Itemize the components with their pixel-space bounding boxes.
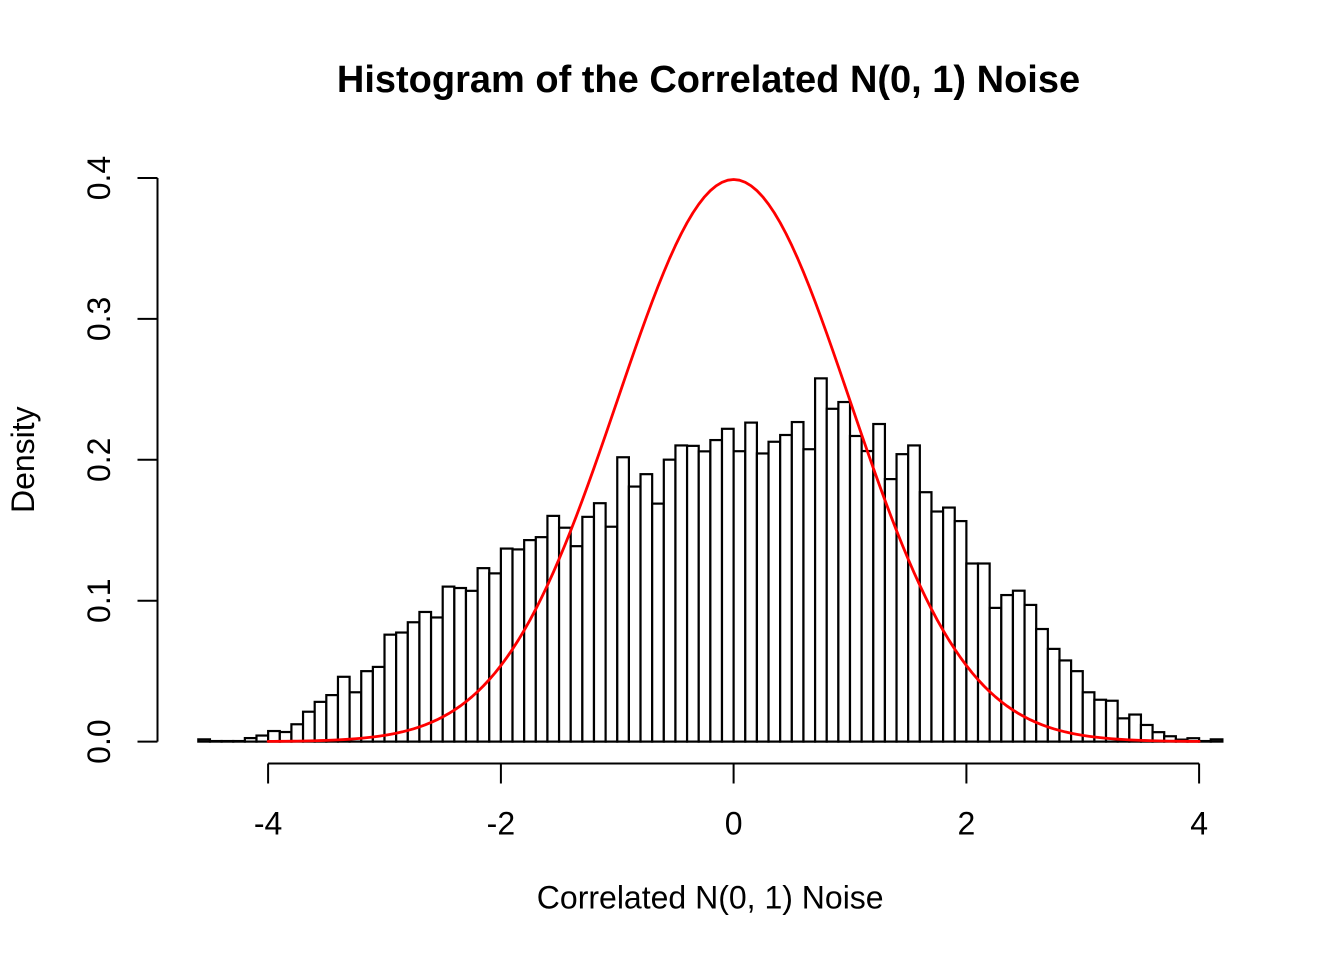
- svg-text:0.3: 0.3: [81, 297, 117, 341]
- svg-text:-4: -4: [254, 806, 282, 842]
- svg-text:-2: -2: [487, 806, 515, 842]
- svg-text:Correlated N(0, 1) Noise: Correlated N(0, 1) Noise: [537, 880, 884, 916]
- svg-text:Histogram of the Correlated N(: Histogram of the Correlated N(0, 1) Nois…: [337, 59, 1080, 101]
- svg-text:Density: Density: [5, 406, 41, 513]
- svg-text:0.2: 0.2: [81, 438, 117, 482]
- svg-text:0.1: 0.1: [81, 578, 117, 622]
- svg-text:2: 2: [958, 806, 976, 842]
- svg-text:4: 4: [1190, 806, 1208, 842]
- svg-text:0: 0: [725, 806, 743, 842]
- svg-text:0.0: 0.0: [81, 719, 117, 763]
- svg-text:0.4: 0.4: [81, 156, 117, 200]
